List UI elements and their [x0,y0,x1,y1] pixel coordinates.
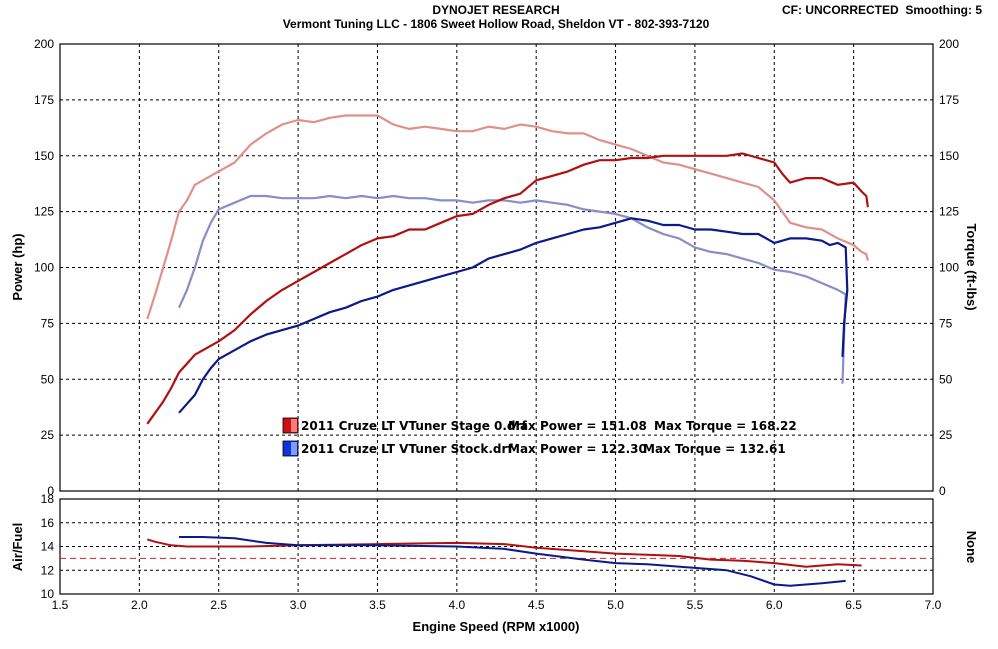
afr-tick-label: 16 [41,516,55,530]
legend-entry-stage0: 2011 Cruze LT VTuner Stage 0.drf Max Pow… [282,417,797,434]
power-tick-label: 50 [41,372,55,386]
torque-tick-label: 200 [939,37,959,51]
power-tick-label: 175 [34,93,54,107]
series-line-stage0-torque [146,114,869,320]
torque-tick-label: 150 [939,149,959,163]
rpm-axis-label: Engine Speed (RPM x1000) [413,619,580,634]
legend-max-torque-stage0: Max Torque = 168.22 [654,419,797,433]
air-fuel-plot: 10 12 14 16 18 1.5 2.0 2.5 3.0 3.5 4.0 4.5 5.0 5.5 6.… [10,492,979,634]
header-shop: Vermont Tuning LLC - 1806 Sweet Hollow R… [283,17,710,31]
legend: 2011 Cruze LT VTuner Stage 0.drf Max Pow… [282,417,797,457]
torque-tick-label: 25 [939,428,953,442]
legend-max-power-stock: Max Power = 122.30 [508,442,647,456]
torque-tick-label: 0 [939,484,946,498]
power-tick-label: 150 [34,149,54,163]
rpm-axis-ticks: 1.5 2.0 2.5 3.0 3.5 4.0 4.5 5.0 5.5 6.0 6.5 7.0 [52,598,942,612]
power-torque-plot: 0 25 50 75 100 125 150 175 200 0 25 50 75 100 125 150 1… [10,37,979,498]
power-tick-label: 100 [34,261,54,275]
rpm-tick-label: 6.5 [845,598,862,612]
header-brand: DYNOJET RESEARCH [432,3,559,17]
rpm-tick-label: 2.5 [210,598,227,612]
power-axis-label: Power (hp) [10,233,25,300]
series-line-stock-power [178,217,849,414]
afr-axis-label: Air/Fuel [10,523,25,571]
torque-tick-label: 175 [939,93,959,107]
rpm-tick-label: 5.5 [687,598,704,612]
header-correction: CF: UNCORRECTED Smoothing: 5 [782,3,982,17]
main-grid [60,44,933,491]
legend-file-stock: 2011 Cruze LT VTuner Stock.drf [301,442,513,456]
torque-tick-label: 50 [939,372,953,386]
rpm-tick-label: 3.5 [369,598,386,612]
rpm-tick-label: 3.0 [290,598,307,612]
legend-max-power-stage0: Max Power = 151.08 [508,419,647,433]
series-line-stage0-afr [147,538,862,568]
torque-tick-label: 75 [939,316,953,330]
rpm-tick-label: 7.0 [925,598,942,612]
legend-max-torque-stock: Max Torque = 132.61 [643,442,786,456]
power-tick-label: 125 [34,205,54,219]
legend-entry-stock: 2011 Cruze LT VTuner Stock.drf Max Power… [282,440,786,457]
torque-axis-ticks: 0 25 50 75 100 125 150 175 200 [939,37,959,498]
rpm-tick-label: 5.0 [607,598,624,612]
power-tick-label: 0 [47,484,54,498]
torque-tick-label: 100 [939,261,959,275]
afr-tick-label: 18 [41,492,55,506]
series-line-stock-torque [177,194,847,384]
afr-right-axis-label: None [964,531,979,564]
rpm-tick-label: 2.0 [131,598,148,612]
afr-tick-label: 12 [41,563,55,577]
main-series [146,114,869,425]
torque-tick-label: 125 [939,205,959,219]
rpm-tick-label: 4.0 [448,598,465,612]
rpm-tick-label: 6.0 [766,598,783,612]
afr-tick-label: 10 [41,587,55,601]
rpm-tick-label: 1.5 [52,598,69,612]
power-tick-label: 75 [41,316,55,330]
afr-tick-label: 14 [41,540,55,554]
torque-axis-label: Torque (ft-lbs) [964,223,979,310]
legend-file-stage0: 2011 Cruze LT VTuner Stage 0.drf [301,419,527,433]
power-axis-ticks: 0 25 50 75 100 125 150 175 200 [34,37,54,498]
series-line-stock-afr [179,536,846,587]
afr-axis-ticks: 10 12 14 16 18 [41,492,55,601]
afr-grid [60,499,933,594]
series-line-stage0-power [146,152,869,425]
power-tick-label: 200 [34,37,54,51]
rpm-tick-label: 4.5 [528,598,545,612]
afr-series [147,536,862,587]
power-tick-label: 25 [41,428,55,442]
